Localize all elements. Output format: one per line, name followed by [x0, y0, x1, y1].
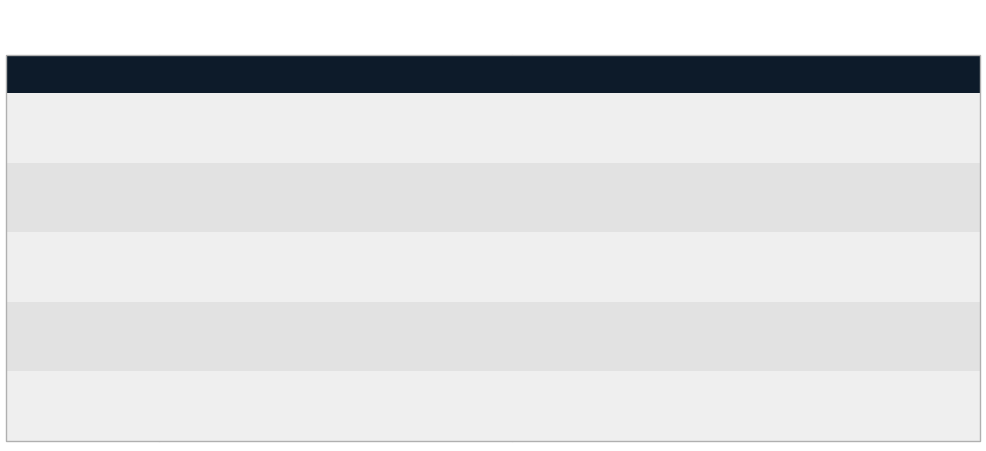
- Text: S-corps: S-corps: [14, 242, 62, 255]
- Text: ▶  Limited liability: ▶ Limited liability: [167, 342, 283, 355]
- Text: ▶  Limited liability: ▶ Limited liability: [167, 273, 283, 286]
- Text: ▶  Flow-through taxation: ▶ Flow-through taxation: [167, 242, 325, 255]
- Text: ▶  Flow-through taxation: ▶ Flow-through taxation: [167, 134, 325, 147]
- Text: ▶  Easily created and managed: ▶ Easily created and managed: [167, 104, 368, 116]
- Text: ▶  Limited number of potential investors: ▶ Limited number of potential investors: [521, 242, 780, 255]
- Text: ▶  Cost of formation and operation: ▶ Cost of formation and operation: [521, 381, 743, 394]
- Text: Disadvantages: Disadvantages: [521, 67, 643, 83]
- Text: Partnership: Partnership: [14, 173, 87, 186]
- Text: ▶  Limited liability: ▶ Limited liability: [167, 381, 283, 394]
- Text: ▶  Operating standards not defined
    in all states: ▶ Operating standards not defined in all…: [521, 312, 747, 343]
- Text: ▶  Personal liability (except limited partners): ▶ Personal liability (except limited par…: [521, 203, 807, 216]
- Text: Type: Type: [14, 67, 52, 83]
- Text: ▶  Raising capital: ▶ Raising capital: [521, 134, 632, 147]
- Text: ▶  Easily created: ▶ Easily created: [167, 173, 275, 186]
- Text: ▶  Flow-through taxation: ▶ Flow-through taxation: [167, 312, 325, 325]
- Text: Advantages and Disadvantages of Various Business Structures: Advantages and Disadvantages of Various …: [8, 10, 673, 29]
- Text: C-corps: C-corps: [14, 381, 63, 394]
- Text: Sole
proprietorship: Sole proprietorship: [14, 104, 105, 135]
- Text: ▶  Costs of formation and operation: ▶ Costs of formation and operation: [521, 273, 750, 286]
- Text: LLC/LLP: LLC/LLP: [14, 312, 63, 325]
- Text: ▶  Personal liability: ▶ Personal liability: [521, 104, 644, 116]
- Text: Advantages: Advantages: [167, 67, 265, 83]
- Text: ▶  Unlimited number of investors: ▶ Unlimited number of investors: [167, 412, 380, 425]
- Text: ▶  Potential management disputes: ▶ Potential management disputes: [521, 173, 742, 186]
- Text: ▶  Flow-through taxation: ▶ Flow-through taxation: [167, 203, 325, 216]
- Text: ▶  Double taxation: ▶ Double taxation: [521, 412, 641, 425]
